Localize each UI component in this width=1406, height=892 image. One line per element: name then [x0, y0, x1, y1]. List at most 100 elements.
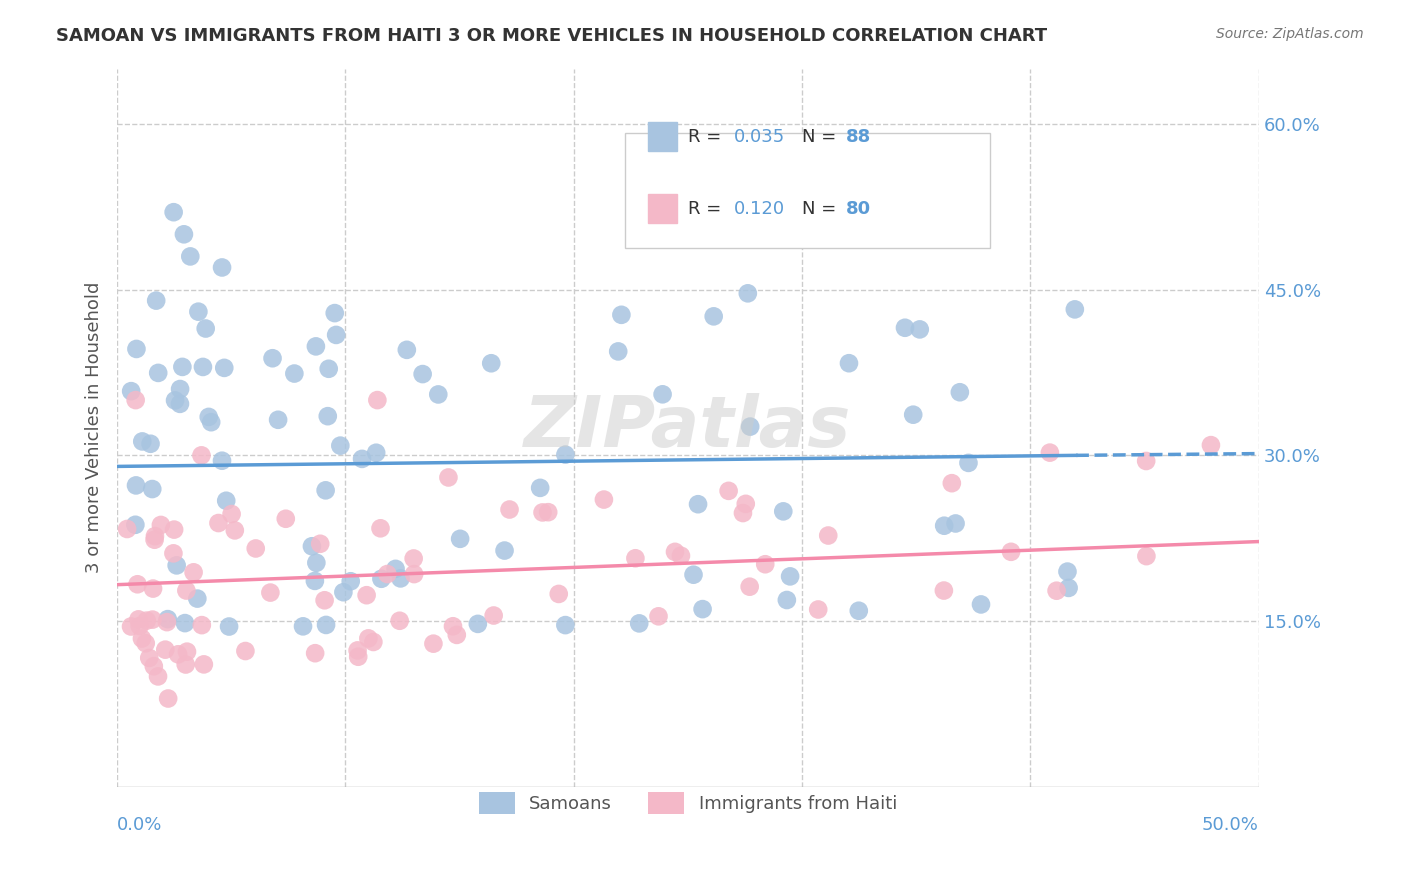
Point: [157, 691, 180, 706]
Point: [169, 382, 191, 396]
Point: [1135, 549, 1157, 563]
Point: [402, 551, 425, 566]
Point: [692, 602, 714, 616]
Point: [274, 512, 297, 526]
Point: [127, 612, 149, 626]
Y-axis label: 3 or more Vehicles in Household: 3 or more Vehicles in Household: [86, 282, 103, 574]
Point: [339, 574, 361, 589]
Point: [554, 618, 576, 632]
Point: [120, 619, 142, 633]
Point: [1056, 565, 1078, 579]
Point: [717, 483, 740, 498]
Point: [389, 571, 412, 585]
Point: [214, 360, 236, 375]
Point: [776, 593, 799, 607]
Point: [427, 387, 450, 401]
Point: [314, 593, 336, 607]
Point: [1199, 438, 1222, 452]
Point: [547, 587, 569, 601]
Point: [498, 502, 520, 516]
Point: [737, 286, 759, 301]
Point: [174, 657, 197, 672]
Legend: Samoans, Immigrants from Haiti: Samoans, Immigrants from Haiti: [471, 785, 904, 821]
Point: [176, 583, 198, 598]
Point: [124, 517, 146, 532]
Point: [156, 615, 179, 629]
Text: 50.0%: 50.0%: [1202, 815, 1258, 834]
Point: [1063, 302, 1085, 317]
Text: N =: N =: [801, 200, 842, 218]
Point: [779, 569, 801, 583]
Point: [179, 249, 201, 263]
Text: N =: N =: [801, 128, 842, 145]
Point: [125, 342, 148, 356]
Point: [325, 327, 347, 342]
Point: [131, 434, 153, 449]
Point: [347, 649, 370, 664]
FancyBboxPatch shape: [648, 194, 676, 223]
Point: [267, 413, 290, 427]
Point: [207, 516, 229, 530]
Point: [370, 521, 392, 535]
Point: [624, 551, 647, 566]
Point: [301, 539, 323, 553]
Point: [610, 308, 633, 322]
Point: [148, 366, 170, 380]
Point: [437, 470, 460, 484]
Point: [304, 646, 326, 660]
Point: [941, 476, 963, 491]
Point: [315, 483, 337, 498]
Point: [1135, 454, 1157, 468]
Point: [682, 567, 704, 582]
Point: [215, 493, 238, 508]
Point: [664, 545, 686, 559]
Point: [651, 387, 673, 401]
Point: [494, 543, 516, 558]
Point: [138, 651, 160, 665]
Point: [479, 356, 502, 370]
Point: [1039, 445, 1062, 459]
Point: [370, 572, 392, 586]
Point: [190, 448, 212, 462]
Point: [283, 367, 305, 381]
Text: R =: R =: [688, 200, 727, 218]
Point: [309, 537, 332, 551]
Point: [259, 585, 281, 599]
Text: R =: R =: [688, 128, 727, 145]
Point: [412, 367, 434, 381]
Point: [957, 456, 980, 470]
Text: 80: 80: [845, 200, 870, 218]
Point: [211, 454, 233, 468]
Point: [537, 505, 560, 519]
Point: [817, 528, 839, 542]
Point: [149, 518, 172, 533]
Point: [332, 585, 354, 599]
Point: [141, 613, 163, 627]
Point: [193, 657, 215, 672]
Point: [607, 344, 630, 359]
Point: [221, 507, 243, 521]
Point: [686, 497, 709, 511]
Point: [395, 343, 418, 357]
Text: 88: 88: [845, 128, 870, 145]
Point: [183, 566, 205, 580]
Point: [305, 339, 328, 353]
Point: [142, 659, 165, 673]
Point: [127, 577, 149, 591]
Point: [224, 524, 246, 538]
Point: [120, 384, 142, 399]
Point: [176, 645, 198, 659]
Point: [482, 608, 505, 623]
FancyBboxPatch shape: [648, 122, 676, 151]
Point: [970, 598, 993, 612]
Point: [235, 644, 257, 658]
Text: 0.120: 0.120: [734, 200, 785, 218]
Point: [449, 532, 471, 546]
Point: [292, 619, 315, 633]
Point: [245, 541, 267, 556]
Point: [143, 533, 166, 547]
Point: [949, 385, 972, 400]
Point: [191, 618, 214, 632]
Point: [908, 322, 931, 336]
Text: ZIPatlas: ZIPatlas: [524, 393, 852, 462]
